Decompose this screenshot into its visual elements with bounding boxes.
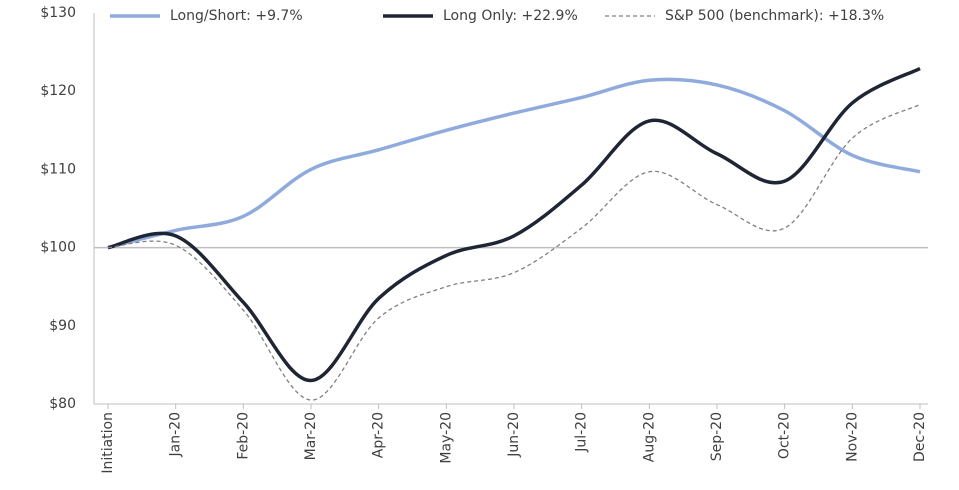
x-tick-label: Jul-20: [574, 412, 590, 453]
legend-label: S&P 500 (benchmark): +18.3%: [665, 8, 884, 24]
y-tick-label: $110: [40, 161, 76, 177]
x-tick-label: Initiation: [100, 412, 116, 474]
series-line: [107, 66, 921, 383]
x-tick-label: Sep-20: [709, 412, 725, 461]
series-line: [107, 103, 921, 401]
x-tick-label: Jan-20: [168, 412, 184, 457]
x-tick-label: Mar-20: [303, 412, 319, 460]
x-tick-label: Jun-20: [506, 412, 522, 458]
legend-label: Long/Short: +9.7%: [170, 8, 303, 24]
y-tick-label: $120: [40, 83, 76, 99]
x-tick-label: Apr-20: [371, 412, 387, 458]
x-tick-label: Oct-20: [777, 412, 793, 459]
x-tick-label: Dec-20: [912, 412, 928, 462]
x-tick-label: Aug-20: [641, 412, 657, 462]
x-tick-label: Nov-20: [844, 412, 860, 462]
y-tick-label: $90: [49, 318, 76, 334]
x-tick-label: May-20: [438, 412, 454, 464]
y-tick-label: $80: [49, 396, 76, 412]
y-tick-label: $100: [40, 240, 76, 256]
legend-label: Long Only: +22.9%: [443, 8, 578, 24]
x-tick-label: Feb-20: [235, 412, 251, 460]
series-line: [107, 77, 921, 250]
y-tick-label: $130: [40, 5, 76, 21]
